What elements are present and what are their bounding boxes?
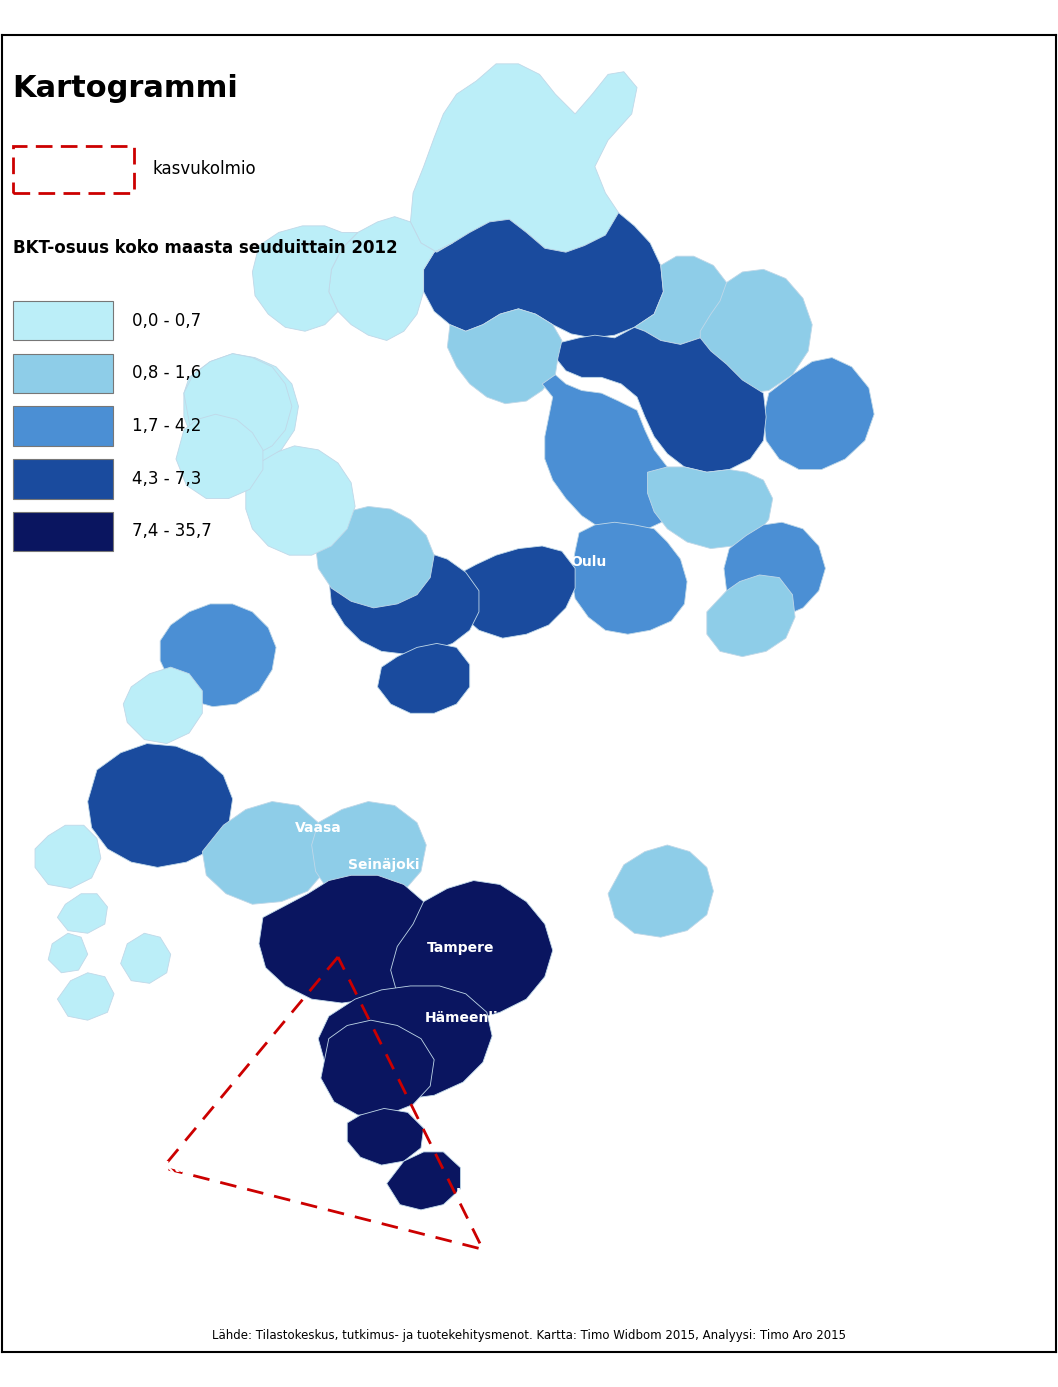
Text: 1,7 - 4,2: 1,7 - 4,2 [131, 417, 201, 436]
Polygon shape [329, 216, 453, 340]
Text: Seinäjoki: Seinäjoki [348, 857, 420, 872]
Polygon shape [202, 802, 329, 904]
Bar [13, 354, 113, 393]
Polygon shape [259, 875, 434, 1003]
Text: 4,3 - 7,3: 4,3 - 7,3 [131, 470, 201, 488]
Polygon shape [160, 603, 276, 706]
Bar [13, 512, 113, 551]
Polygon shape [411, 64, 637, 252]
Polygon shape [647, 467, 772, 549]
Polygon shape [390, 881, 552, 1021]
Polygon shape [453, 546, 576, 638]
Polygon shape [707, 576, 796, 656]
Bar [13, 406, 113, 445]
Polygon shape [423, 212, 663, 338]
Bar [13, 146, 133, 193]
Polygon shape [315, 506, 434, 608]
Polygon shape [387, 1153, 460, 1209]
Polygon shape [35, 825, 101, 889]
Text: Oulu: Oulu [570, 555, 606, 569]
Text: 7,4 - 35,7: 7,4 - 35,7 [131, 523, 212, 541]
Text: Lappeenra: Lappeenra [748, 1035, 832, 1049]
Text: Turku: Turku [141, 1161, 185, 1175]
Bar [13, 459, 113, 498]
Polygon shape [57, 972, 114, 1021]
Text: BKT-osuus koko maasta seuduittain 2012: BKT-osuus koko maasta seuduittain 2012 [13, 239, 397, 257]
Polygon shape [253, 226, 358, 331]
Text: Vaasa: Vaasa [295, 821, 342, 835]
Text: Jyväskylä: Jyväskylä [585, 818, 658, 832]
Text: 0,0 - 0,7: 0,0 - 0,7 [131, 312, 201, 330]
Polygon shape [88, 743, 233, 867]
Polygon shape [49, 933, 88, 972]
Polygon shape [176, 415, 262, 498]
Text: Kartogrammi: Kartogrammi [13, 75, 238, 104]
Polygon shape [555, 327, 766, 472]
Text: Pori: Pori [221, 986, 252, 1001]
Text: Lahti: Lahti [615, 989, 654, 1003]
Polygon shape [635, 257, 729, 344]
Text: 0,8 - 1,6: 0,8 - 1,6 [131, 365, 201, 383]
Polygon shape [724, 523, 825, 617]
Polygon shape [448, 309, 562, 404]
Polygon shape [184, 354, 292, 463]
Text: Hämeenlinna: Hämeenlinna [425, 1011, 528, 1025]
Polygon shape [121, 933, 170, 983]
Text: Joensuu: Joensuu [854, 763, 916, 777]
Polygon shape [57, 893, 108, 933]
Text: Lähde: Tilastokeskus, tutkimus- ja tuotekehitysmenot. Kartta: Timo Widbom 2015, : Lähde: Tilastokeskus, tutkimus- ja tuote… [212, 1329, 846, 1341]
Polygon shape [608, 845, 713, 938]
Polygon shape [347, 1108, 423, 1165]
Polygon shape [321, 1021, 434, 1115]
Polygon shape [571, 523, 687, 634]
Polygon shape [764, 358, 874, 470]
Text: Helsinki: Helsinki [456, 1187, 518, 1201]
Polygon shape [184, 354, 298, 467]
Polygon shape [318, 986, 492, 1100]
Bar [13, 301, 113, 340]
Polygon shape [312, 802, 426, 902]
Text: kasvukolmio: kasvukolmio [152, 161, 256, 178]
Polygon shape [542, 374, 685, 533]
Text: Kuopio: Kuopio [726, 698, 780, 712]
Text: Tampere: Tampere [426, 940, 494, 954]
Polygon shape [124, 667, 202, 743]
Polygon shape [700, 269, 813, 393]
Polygon shape [245, 445, 355, 555]
Polygon shape [329, 551, 479, 655]
Polygon shape [378, 644, 470, 713]
